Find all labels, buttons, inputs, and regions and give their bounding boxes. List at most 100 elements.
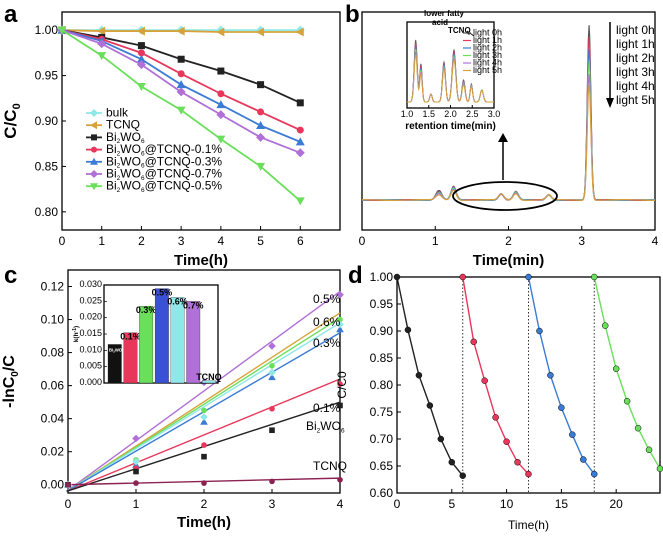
data-point-a [177,70,185,78]
data-point-a [256,162,266,171]
x-tick-label-b: 1 [432,234,439,248]
legend-marker-a [90,157,98,165]
data-point-a [295,148,305,158]
cycle-point [514,458,521,466]
time-label: light 3h [616,65,655,79]
series-label-c: Bi2WO6 [306,419,345,434]
inset-x-tick-label: 1.0 [401,109,414,119]
cycle-point [459,273,466,281]
y-tick-label-d: 0.65 [370,459,394,473]
inset-b: 1.0 1.5 2.0 2.5 3.0 retention time(min) lower … [401,9,502,132]
panel-letter-b: b [345,1,360,28]
legend-marker-a [91,146,97,153]
y-tick-label-d: 0.90 [370,324,394,338]
y-axis-label-c: -lnC0/C [1,355,21,408]
cycle-point [558,404,565,411]
data-point-c [133,480,139,486]
cycle-point [404,326,412,334]
annotation-lower-fatty: lower fatty [424,9,465,18]
data-point-c [201,407,207,414]
data-point-c [269,478,275,485]
panel-letter-a: a [4,1,18,28]
y-tick-label-a: 1.00 [35,23,59,37]
time-label: light 0h [616,23,655,37]
legend-label-a: Bi2WO6 [106,130,145,145]
x-tick-label-c: 3 [269,497,276,511]
cycle-point [437,435,445,443]
data-point-a [216,100,226,109]
cycle-point [503,438,510,445]
inset-bar-label: 0.3% [136,305,157,315]
time-label: light 1h [616,37,655,51]
cycle-point [634,424,642,432]
x-tick-label-b: 0 [359,234,366,248]
data-point-a [137,42,145,50]
data-point-c [132,457,140,466]
data-point-c [268,373,276,381]
inset-bar [107,344,122,384]
data-point-c [336,320,344,329]
y-tick-label-a: 0.95 [35,69,59,83]
data-point-a [97,26,106,36]
data-point-a [176,87,186,97]
data-point-a [97,52,107,61]
y-tick-label-d: 0.60 [370,486,394,500]
x-tick-label-d: 0 [394,497,401,511]
inset-bar [186,301,201,384]
cycle-point [393,273,401,281]
data-point-a [295,27,304,37]
data-point-c [269,427,275,434]
inset-bar [170,297,185,384]
inset-bar-label: 0.5% [152,288,173,298]
inset-legend-label: light 0h [473,28,502,38]
x-tick-label-c: 4 [337,497,344,511]
data-point-a [177,55,185,63]
cycle-point [591,273,598,281]
x-tick-label-a: 6 [297,234,304,248]
x-tick-label-c: 2 [201,497,208,511]
series-label-c: 0.5% [313,292,341,306]
data-point-a [176,26,185,36]
data-point-a [217,90,225,98]
data-point-a [217,67,225,75]
data-point-a [257,108,265,116]
data-point-c [200,418,208,425]
fit-line [66,290,341,492]
data-point-c [201,442,207,448]
data-point-c [268,368,276,377]
x-axis-label-a: Time(h) [174,252,228,269]
y-tick-label-d: 1.00 [370,270,394,284]
data-point-c [336,325,344,333]
cycle-line [527,276,595,475]
inset-y-label: k(h-1) [72,326,80,342]
legend-marker-a [91,134,97,141]
data-point-a [216,135,226,144]
data-point-a [256,132,266,142]
y-tick-label-d: 0.85 [370,351,394,365]
cycle-point [459,472,466,479]
cycle-point [536,327,543,335]
cycle-point [612,365,620,373]
data-point-c [337,316,343,323]
x-tick-label-b: 3 [578,234,585,248]
y-tick-label-d: 0.95 [370,297,394,311]
data-point-a [216,110,226,120]
inset-x-tick-label: 2.5 [466,109,479,119]
inset-c: 0.000 0.005 0.010 0.015 0.020 0.025 0.030 k(h-1… [72,279,222,387]
inset-y-tick-label: 0.015 [79,328,102,338]
data-point-a [137,49,145,57]
cycle-point [426,402,434,409]
x-tick-label-a: 5 [257,234,264,248]
x-tick-label-a: 1 [98,234,105,248]
inset-bar [139,306,154,384]
cycle-line [396,276,464,477]
cycle-point [547,372,554,379]
cycle-point [569,431,576,438]
x-tick-label-a: 4 [218,234,225,248]
arrow-head [498,133,508,142]
panel-letter-d: d [348,262,363,289]
y-tick-label-d: 0.70 [370,432,394,446]
x-tick-label-d: 10 [500,497,514,511]
data-point-c [133,468,139,475]
